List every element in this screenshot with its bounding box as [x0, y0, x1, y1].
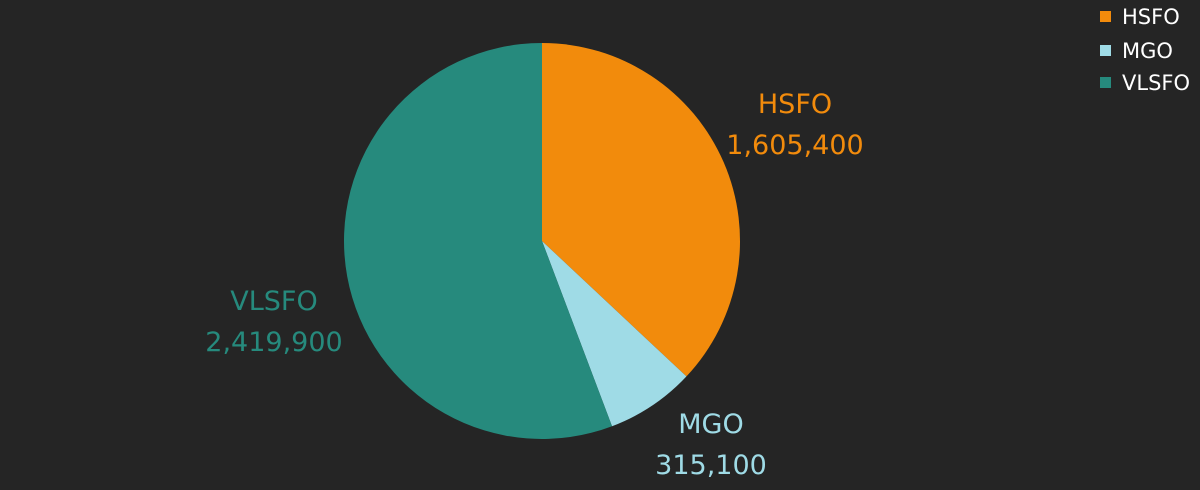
- legend: HSFO MGO VLSFO: [1100, 5, 1190, 95]
- legend-item-vlsfo[interactable]: VLSFO: [1100, 71, 1190, 95]
- legend-swatch-hsfo: [1100, 11, 1111, 22]
- slice-label-hsfo-name: HSFO: [758, 89, 832, 120]
- legend-label-vlsfo: VLSFO: [1122, 71, 1190, 95]
- slice-label-vlsfo-value: 2,419,900: [205, 327, 342, 358]
- pie-slice-vlsfo[interactable]: [344, 43, 613, 439]
- pie-slice-mgo[interactable]: [542, 241, 687, 427]
- legend-label-hsfo: HSFO: [1122, 5, 1180, 29]
- legend-swatch-vlsfo: [1100, 77, 1111, 88]
- slice-labels: HSFO 1,605,400 MGO 315,100 VLSFO 2,419,9…: [205, 89, 863, 481]
- slice-label-mgo-value: 315,100: [655, 450, 767, 481]
- slice-label-mgo-name: MGO: [678, 409, 743, 440]
- legend-item-hsfo[interactable]: HSFO: [1100, 5, 1180, 29]
- legend-label-mgo: MGO: [1122, 39, 1173, 63]
- legend-swatch-mgo: [1100, 45, 1111, 56]
- slice-label-vlsfo-name: VLSFO: [230, 286, 317, 317]
- pie-slice-hsfo[interactable]: [542, 43, 740, 377]
- slice-label-hsfo-value: 1,605,400: [726, 130, 863, 161]
- pie-slices: [344, 43, 740, 439]
- legend-item-mgo[interactable]: MGO: [1100, 39, 1173, 63]
